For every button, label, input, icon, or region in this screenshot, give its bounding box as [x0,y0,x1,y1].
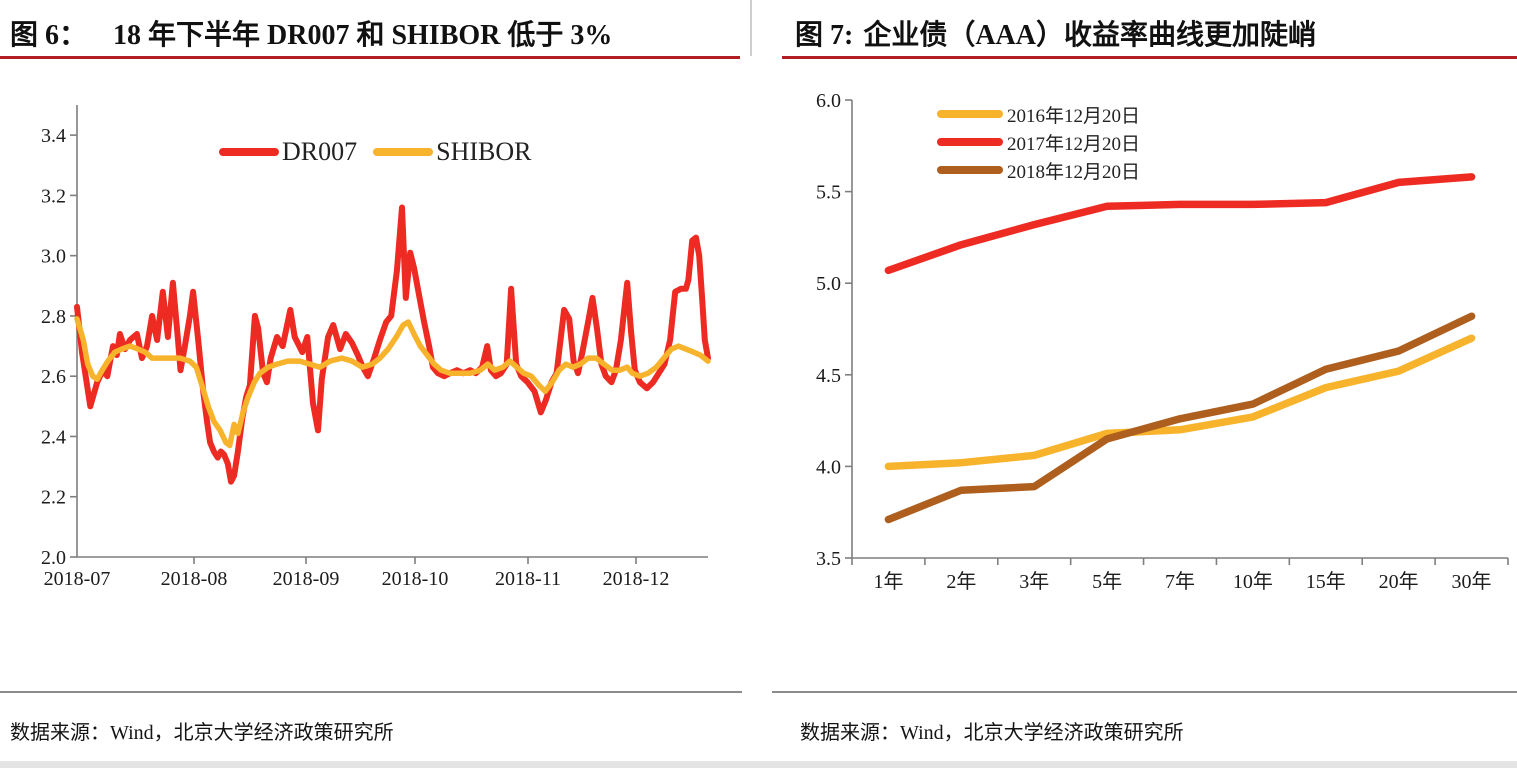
figure6-label: 图 6： [10,20,88,51]
figure7-source: 数据来源：Wind，北京大学经济政策研究所 [800,722,1184,744]
figure7-label: 图 7: [795,20,854,51]
series-2017-legend-line-icon [937,138,1003,146]
legend-row-2017: 2017年12月20日 [937,128,1140,156]
figure6-source: 数据来源：Wind，北京大学经济政策研究所 [10,722,394,744]
series-2017-legend-label: 2017年12月20日 [1007,133,1141,155]
y-tick-label: 2.4 [41,426,66,448]
x-tick-label: 2018-08 [161,568,228,590]
shibor-line [74,316,711,449]
x-category-label: 30年 [1452,570,1492,593]
x-tick-label: 2018-11 [495,568,561,590]
page-bottom-bar [0,761,1517,768]
x-category-label: 15年 [1306,570,1346,593]
y-tick-label: 3.5 [816,548,841,570]
y-tick-label: 2.2 [41,487,66,509]
figure6-footer-divider [0,691,742,693]
figure7-title-text: 企业债（AAA）收益率曲线更加陡峭 [863,20,1316,51]
figure7-legend: 2016年12月20日 2017年12月20日 2018年12月20日 [937,100,1140,184]
x-category-label: 7年 [1165,570,1195,593]
figure7-title: 图 7: 企业债（AAA）收益率曲线更加陡峭 [795,13,1316,53]
figure7-title-rule [782,56,1517,59]
series-2016-legend-label: 2016年12月20日 [1007,105,1141,127]
legend-row-2016: 2016年12月20日 [937,100,1140,128]
y-tick-label: 5.0 [816,273,841,295]
x-tick-label: 2018-10 [382,568,449,590]
dr007-legend-label: DR007 [282,137,358,166]
y-tick-label: 4.0 [816,456,841,478]
legend-row-2018: 2018年12月20日 [937,156,1140,184]
x-category-label: 20年 [1379,570,1419,593]
x-category-label: 2年 [946,570,976,593]
y-tick-label: 3.2 [41,185,66,207]
figure6-chart: 2.0 2.2 2.4 2.6 2.8 3.0 3.2 3.4 2018-07 2018-08 20… [41,105,711,590]
figure6-title-text: 18 年下半年 DR007 和 SHIBOR 低于 3% [113,20,613,51]
figure6-title-rule [0,56,740,59]
x-category-label: 1年 [873,570,903,593]
x-tick-label: 2018-09 [273,568,340,590]
series-2018-legend-line-icon [937,166,1003,174]
y-tick-label: 6.0 [816,90,841,112]
y-tick-label: 3.4 [41,125,66,147]
y-tick-label: 4.5 [816,365,841,387]
series-2018-legend-label: 2018年12月20日 [1007,161,1141,183]
dr007-legend-line-icon [219,148,279,156]
dr007-line [74,204,711,485]
x-category-label: 10年 [1233,570,1273,593]
figure7-footer-divider [772,691,1517,693]
x-category-label: 3年 [1019,570,1049,593]
series-2016-legend-line-icon [937,110,1003,118]
shibor-legend-line-icon [373,148,434,156]
x-tick-label: 2018-07 [44,568,111,590]
x-category-label: 5年 [1092,570,1122,593]
figure6-legend: DR007 SHIBOR [219,137,547,167]
y-tick-label: 2.8 [41,306,66,328]
y-tick-label: 3.0 [41,246,66,268]
y-tick-label: 2.0 [41,547,66,569]
curve-2017 [884,173,1476,275]
curve-2018 [884,312,1476,524]
column-divider [750,0,752,56]
y-tick-label: 5.5 [816,182,841,204]
x-tick-label: 2018-12 [603,568,670,590]
figure6-title: 图 6： 18 年下半年 DR007 和 SHIBOR 低于 3% [10,13,612,53]
shibor-legend-label: SHIBOR [436,137,532,166]
y-tick-label: 2.6 [41,366,66,388]
axis-lines [76,105,708,558]
figure7-chart: 3.5 4.0 4.5 5.0 5.5 6.0 1年 2年 3年 5年 7年 10年 15年 20年 30年 [816,90,1509,593]
curve-2016 [884,334,1476,471]
